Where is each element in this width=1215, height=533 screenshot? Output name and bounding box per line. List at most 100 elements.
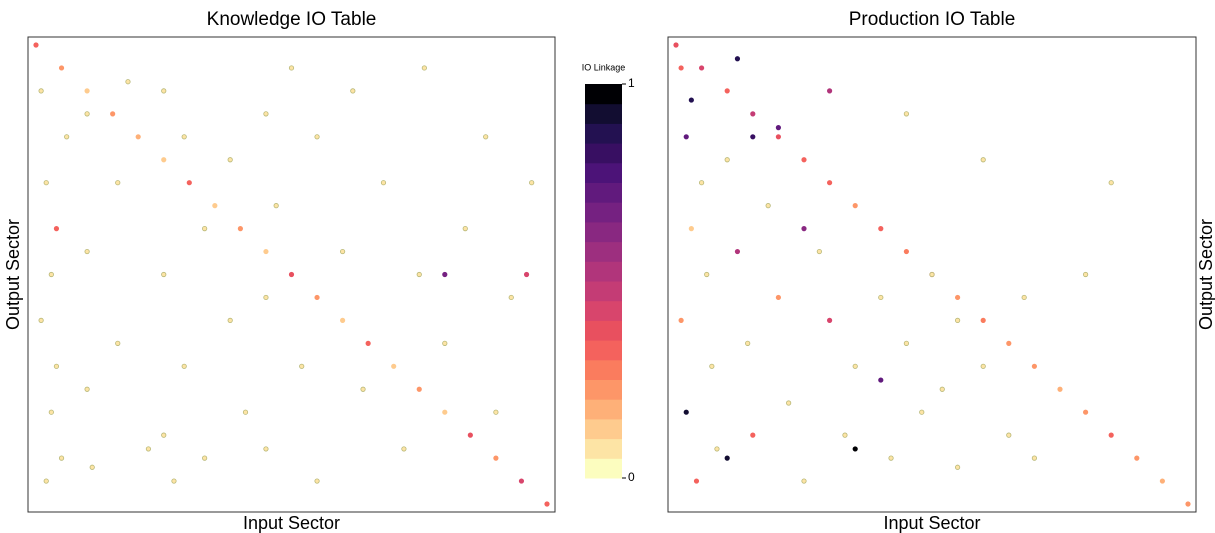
point (212, 203, 218, 209)
colorbar-bin (585, 359, 622, 380)
point (1031, 363, 1038, 369)
point (161, 432, 167, 438)
point (801, 157, 807, 163)
point (299, 363, 305, 369)
point (878, 294, 884, 301)
point (688, 97, 694, 103)
point (84, 386, 90, 392)
point (339, 317, 346, 323)
point (954, 464, 961, 470)
point (161, 271, 167, 278)
point (467, 432, 473, 438)
point (84, 248, 90, 255)
point (508, 294, 514, 301)
colorbar-bin (585, 281, 622, 302)
point (775, 134, 782, 140)
point (745, 340, 751, 346)
point (518, 478, 525, 484)
point (529, 180, 535, 186)
colorbar-bin (585, 418, 622, 440)
point (64, 134, 70, 140)
point (980, 157, 986, 163)
point (1134, 455, 1140, 461)
point (673, 42, 679, 48)
point (442, 340, 448, 346)
colorbar-bin (585, 241, 622, 262)
colorbar-bin (585, 340, 622, 361)
colorbar-bin (585, 320, 622, 341)
point (852, 203, 858, 209)
point (227, 157, 233, 163)
colorbar-bin (585, 202, 622, 223)
point (84, 111, 90, 117)
point (48, 271, 54, 278)
point (801, 226, 807, 232)
point (683, 134, 689, 140)
colorbar-bin (585, 399, 622, 420)
point (115, 340, 121, 346)
y-axis-label: Output Sector (3, 219, 23, 330)
point (678, 317, 684, 323)
point (903, 340, 910, 346)
point (202, 226, 208, 232)
point (365, 340, 371, 346)
x-axis-label: Input Sector (243, 513, 340, 533)
point (1031, 455, 1038, 461)
point (227, 317, 233, 323)
colorbar-bin (585, 458, 622, 479)
point (273, 203, 279, 209)
point (263, 111, 269, 117)
point (1083, 409, 1089, 415)
point (801, 478, 807, 484)
point (493, 455, 499, 461)
point (145, 446, 152, 452)
point (704, 271, 710, 278)
point (115, 180, 121, 186)
point (816, 248, 822, 255)
chart-title: Production IO Table (849, 9, 1016, 30)
point (350, 88, 356, 94)
point (698, 65, 705, 71)
point (852, 446, 858, 452)
colorbar-bin (585, 438, 622, 459)
point (161, 157, 167, 163)
point (242, 409, 249, 415)
colorbar-title: IO Linkage (582, 62, 626, 72)
point (980, 317, 986, 323)
point (48, 409, 54, 415)
point (43, 478, 49, 484)
colorbar-bin (585, 123, 622, 144)
point (709, 363, 715, 369)
colorbar-tick-label: 1 (628, 76, 635, 90)
point (462, 226, 468, 232)
point (693, 478, 700, 484)
point (416, 271, 422, 278)
colorbar-bin (585, 261, 622, 282)
colorbar-bin (585, 379, 622, 400)
point (1006, 340, 1012, 346)
colorbar-bin (585, 221, 622, 243)
point (1021, 294, 1027, 301)
point (826, 88, 833, 94)
point (852, 363, 858, 369)
point (161, 88, 167, 94)
point (786, 400, 792, 406)
colorbar-bin (585, 182, 622, 203)
point (878, 226, 884, 232)
point (919, 409, 925, 415)
point (826, 317, 833, 323)
point (135, 134, 141, 140)
point (43, 180, 49, 186)
point (442, 271, 448, 278)
point (724, 455, 730, 461)
point (58, 65, 65, 71)
point (929, 271, 935, 278)
point (826, 180, 833, 186)
point (678, 65, 684, 71)
point (89, 464, 95, 470)
colorbar-bin (585, 143, 622, 164)
point (775, 125, 782, 131)
x-axis-label: Input Sector (883, 513, 980, 533)
point (125, 79, 131, 85)
point (688, 226, 694, 232)
